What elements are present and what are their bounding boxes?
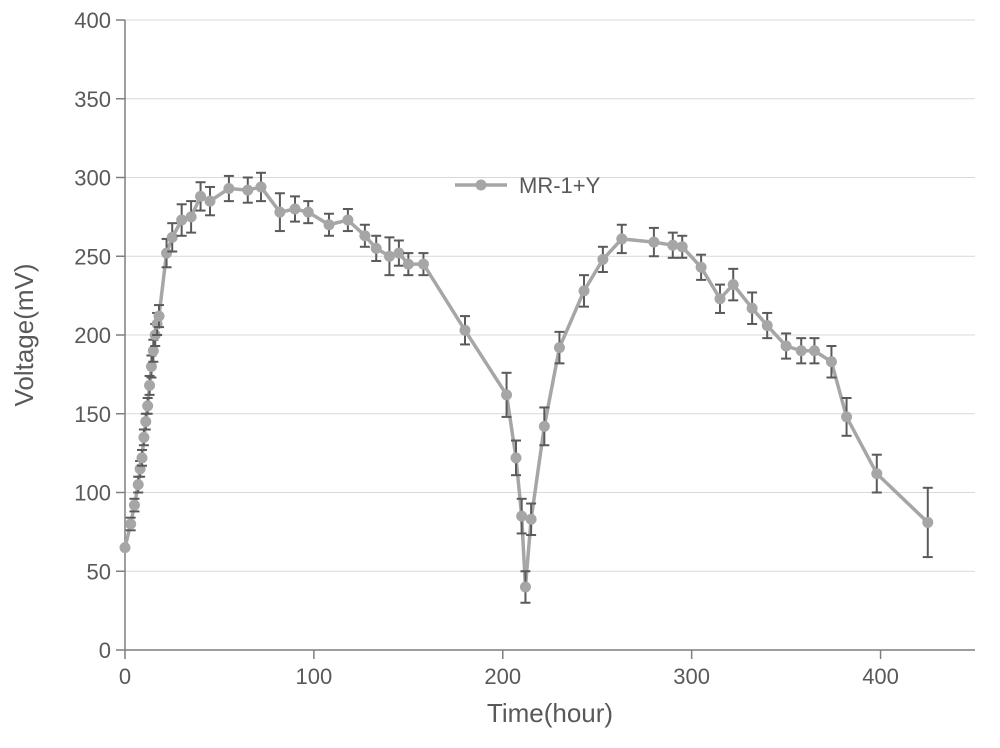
data-point — [274, 207, 285, 218]
y-tick-label: 250 — [74, 244, 111, 269]
data-point — [418, 259, 429, 270]
data-point — [501, 389, 512, 400]
data-point — [539, 421, 550, 432]
data-point — [137, 452, 148, 463]
data-point — [667, 240, 678, 251]
chart-container: 0 100 200 300 400 0 50 100 150 200 250 300 350 400 Tim… — [0, 0, 1000, 748]
x-tick-label: 100 — [296, 664, 333, 689]
x-tick-label: 0 — [119, 664, 131, 689]
series-line — [125, 187, 928, 587]
y-tick-label: 150 — [74, 402, 111, 427]
y-tick-label: 0 — [99, 638, 111, 663]
data-point — [256, 181, 267, 192]
y-tick-label: 100 — [74, 481, 111, 506]
data-point — [826, 356, 837, 367]
data-point — [715, 293, 726, 304]
data-point — [871, 468, 882, 479]
y-tick-label: 300 — [74, 166, 111, 191]
y-tick-label: 200 — [74, 323, 111, 348]
data-point — [616, 233, 627, 244]
data-point — [460, 325, 471, 336]
data-point — [142, 400, 153, 411]
data-point — [393, 248, 404, 259]
data-point — [677, 241, 688, 252]
data-point — [303, 207, 314, 218]
data-point — [841, 411, 852, 422]
data-point — [138, 432, 149, 443]
y-axis-label: Voltage(mV) — [9, 263, 39, 406]
data-point — [242, 185, 253, 196]
data-point — [176, 215, 187, 226]
data-point — [133, 479, 144, 490]
x-axis-label: Time(hour) — [487, 698, 613, 728]
data-point — [129, 500, 140, 511]
data-point — [648, 237, 659, 248]
data-point — [342, 215, 353, 226]
data-point — [511, 452, 522, 463]
y-tick-label: 50 — [87, 559, 111, 584]
data-point — [205, 196, 216, 207]
x-tick-label: 400 — [862, 664, 899, 689]
data-point — [579, 285, 590, 296]
y-tick-label: 350 — [74, 87, 111, 112]
data-point — [526, 514, 537, 525]
data-point — [520, 582, 531, 593]
data-point — [809, 345, 820, 356]
legend-label: MR-1+Y — [519, 173, 601, 198]
data-point — [144, 380, 155, 391]
data-point — [728, 279, 739, 290]
x-tick-label: 200 — [484, 664, 521, 689]
data-point — [554, 342, 565, 353]
data-point — [186, 211, 197, 222]
voltage-time-chart: 0 100 200 300 400 0 50 100 150 200 250 300 350 400 Tim… — [0, 0, 1000, 748]
data-point — [597, 254, 608, 265]
data-point — [120, 542, 131, 553]
data-point — [371, 243, 382, 254]
data-point — [324, 219, 335, 230]
data-point — [167, 232, 178, 243]
data-point — [696, 262, 707, 273]
data-point — [161, 248, 172, 259]
x-tick-label: 300 — [673, 664, 710, 689]
data-point — [195, 191, 206, 202]
data-point — [290, 204, 301, 215]
data-point — [154, 311, 165, 322]
legend-marker — [476, 180, 487, 191]
data-point — [140, 416, 151, 427]
data-point — [384, 251, 395, 262]
data-point — [359, 230, 370, 241]
data-point — [747, 303, 758, 314]
data-point — [781, 341, 792, 352]
data-point — [125, 519, 136, 530]
y-tick-label: 400 — [74, 8, 111, 33]
data-point — [223, 183, 234, 194]
data-point — [922, 517, 933, 528]
data-point — [403, 259, 414, 270]
data-point — [516, 511, 527, 522]
data-point — [796, 345, 807, 356]
data-point — [762, 320, 773, 331]
